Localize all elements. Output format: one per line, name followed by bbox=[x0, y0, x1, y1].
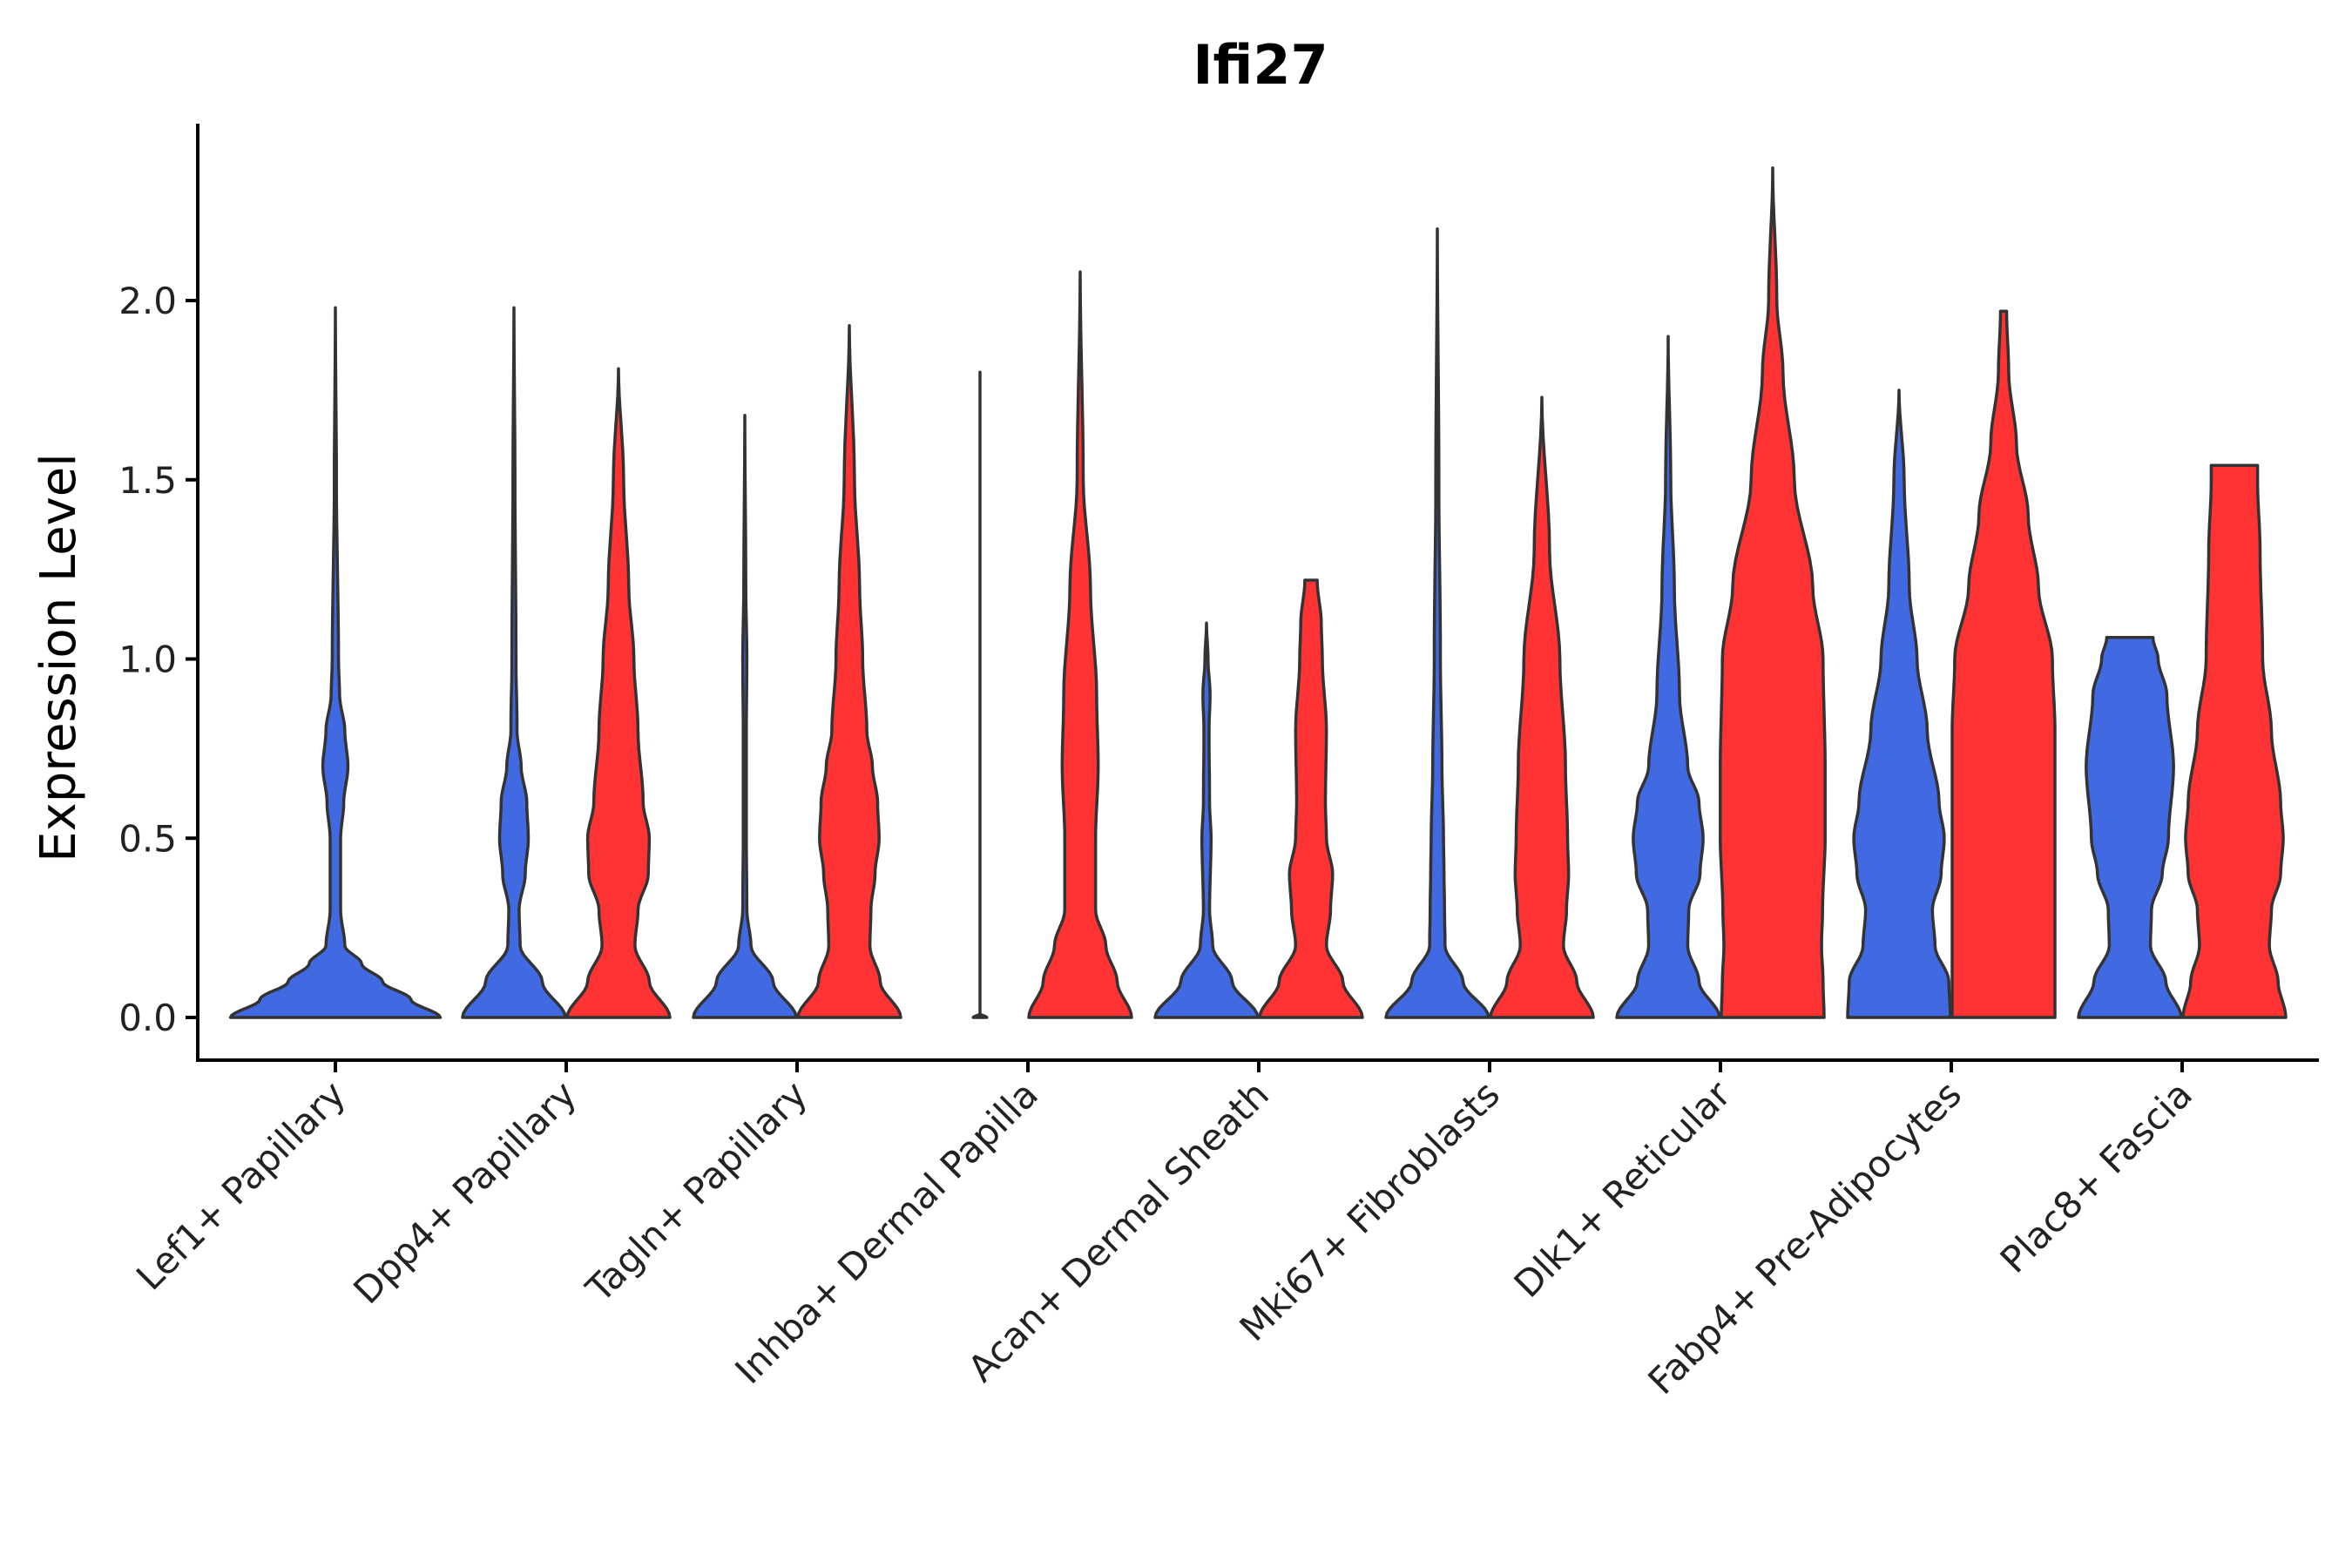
violin-group bbox=[1615, 166, 1827, 1019]
violin-group_a bbox=[1615, 335, 1721, 1019]
y-axis-title: Expression Level bbox=[30, 453, 87, 862]
violin-group_b bbox=[1489, 395, 1595, 1019]
chart-title: Ifi27 bbox=[1193, 33, 1328, 97]
violin-group bbox=[971, 270, 1133, 1019]
violin-group_a bbox=[2077, 636, 2183, 1019]
violin-group bbox=[461, 306, 672, 1019]
y-tick-label: 1.5 bbox=[118, 459, 177, 502]
x-tick-label: Plac8+ Fascia bbox=[1992, 1072, 2200, 1281]
y-tick-label: 0.0 bbox=[118, 997, 177, 1039]
violin-group_b bbox=[1950, 309, 2057, 1019]
violin-group bbox=[692, 324, 902, 1019]
violin-group_a bbox=[1384, 226, 1490, 1019]
violin-group_a bbox=[461, 306, 567, 1019]
violin-group_a bbox=[228, 306, 443, 1019]
violin-group_a bbox=[971, 370, 989, 1019]
violin-group_a bbox=[1846, 389, 1952, 1019]
x-tick-label: Lef1+ Papillary bbox=[128, 1072, 354, 1298]
violin-group_b bbox=[1027, 270, 1133, 1019]
violin-group bbox=[2077, 463, 2288, 1019]
plot-area bbox=[228, 166, 2288, 1019]
violin-group_b bbox=[565, 367, 672, 1019]
violin-group_b bbox=[796, 324, 902, 1019]
x-tick-label: Mki67+ Fibroblasts bbox=[1232, 1072, 1508, 1348]
x-tick-label: Tagln+ Papillary bbox=[578, 1072, 815, 1310]
y-tick-label: 0.5 bbox=[118, 817, 177, 860]
x-tick-label: Dpp4+ Papillary bbox=[345, 1072, 585, 1312]
violin-group_a bbox=[1153, 621, 1260, 1019]
y-tick-label: 2.0 bbox=[118, 280, 177, 322]
violin-group bbox=[1384, 226, 1595, 1019]
violin-group bbox=[1153, 578, 1364, 1019]
violin-group_b bbox=[2181, 463, 2288, 1019]
x-tick-label: Dlk1+ Reticular bbox=[1506, 1072, 1740, 1306]
violin-group bbox=[1846, 309, 2057, 1019]
violin-group bbox=[228, 306, 443, 1019]
violin-group_a bbox=[692, 413, 798, 1019]
violin-group_b bbox=[1258, 578, 1364, 1019]
y-tick-label: 1.0 bbox=[118, 639, 177, 681]
violin-group_b bbox=[1719, 166, 1827, 1019]
